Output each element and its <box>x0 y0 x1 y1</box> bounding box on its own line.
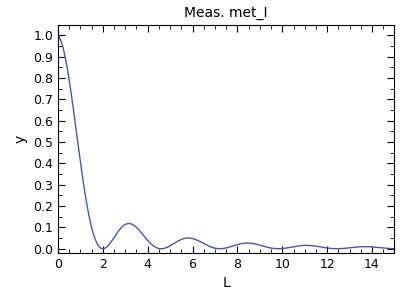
Title: Meas. met_I: Meas. met_I <box>184 5 268 20</box>
X-axis label: L: L <box>222 276 230 291</box>
Y-axis label: y: y <box>14 135 28 143</box>
